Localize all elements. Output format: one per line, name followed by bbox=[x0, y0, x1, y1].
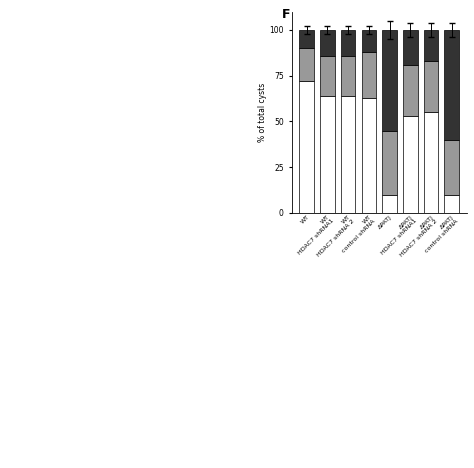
Y-axis label: % of total cysts: % of total cysts bbox=[257, 83, 266, 142]
Bar bbox=[362, 98, 376, 213]
Bar bbox=[445, 30, 459, 140]
Bar bbox=[424, 30, 438, 61]
Bar bbox=[362, 30, 376, 52]
Bar bbox=[383, 195, 397, 213]
Bar bbox=[320, 56, 335, 96]
Bar bbox=[403, 65, 418, 116]
Bar bbox=[403, 30, 418, 65]
Bar bbox=[341, 56, 356, 96]
Bar bbox=[320, 30, 335, 56]
Bar bbox=[341, 96, 356, 213]
Bar bbox=[445, 140, 459, 195]
Bar bbox=[320, 96, 335, 213]
Bar bbox=[341, 30, 356, 56]
Bar bbox=[424, 61, 438, 112]
Bar bbox=[383, 30, 397, 131]
Bar bbox=[383, 131, 397, 195]
Bar bbox=[362, 52, 376, 98]
Text: F: F bbox=[282, 8, 291, 21]
Bar bbox=[403, 116, 418, 213]
Bar bbox=[300, 81, 314, 213]
Bar bbox=[424, 112, 438, 213]
Bar bbox=[300, 30, 314, 48]
Bar bbox=[445, 195, 459, 213]
Bar bbox=[300, 48, 314, 81]
